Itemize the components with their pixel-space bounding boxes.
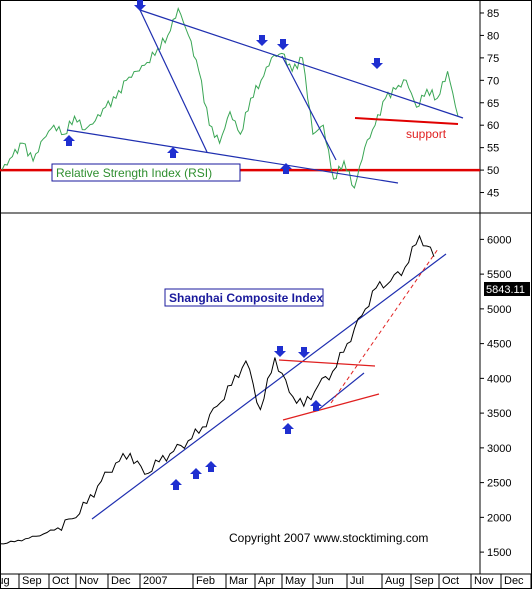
- arrow-down-icon: [371, 58, 383, 69]
- price-y-tick-label: 2500: [487, 478, 511, 490]
- last-value-box: [484, 282, 530, 296]
- arrow-down-icon: [277, 39, 289, 50]
- x-axis: Aug Sep Oct Nov Dec 2007 Feb Mar Apr May Jun Jul Aug…: [0, 574, 532, 589]
- rsi-lower-trendline: [66, 129, 399, 184]
- arrow-up-icon: [190, 468, 202, 479]
- price-y-tick-label: 6000: [487, 234, 511, 246]
- rsi-y-tick-label: 60: [487, 120, 499, 132]
- price-y-tick-label: 3500: [487, 408, 511, 420]
- rsi-y-tick-label: 55: [487, 143, 499, 155]
- x-tick-label: Jul: [350, 575, 364, 587]
- price-y-tick-label: 4500: [487, 339, 511, 351]
- arrow-up-icon: [280, 163, 292, 174]
- x-tick-label: Aug: [0, 575, 10, 587]
- last-value-label: 5843.11: [486, 284, 525, 296]
- arrow-down-icon: [298, 347, 310, 358]
- x-tick-label: Mar: [229, 575, 248, 587]
- x-tick-label: Oct: [52, 575, 69, 587]
- rsi-y-tick-label: 65: [487, 98, 499, 110]
- rsi-y-tick-label: 70: [487, 75, 499, 87]
- rsi-title-box: [51, 163, 241, 182]
- price-y-axis: 6000 5500 5000 4500 4000 3500 3000 2500 2000 1500: [480, 234, 511, 559]
- price-red-lower-line: [282, 393, 380, 421]
- x-tick-label: Nov: [79, 575, 99, 587]
- price-red-upper-line: [278, 359, 376, 367]
- arrow-down-icon: [256, 35, 268, 46]
- arrow-up-icon: [205, 461, 217, 472]
- price-red-dashed-line: [330, 248, 439, 404]
- price-long-trendline: [91, 253, 447, 520]
- arrow-up-icon: [282, 423, 294, 434]
- arrow-up-icon: [63, 135, 75, 146]
- x-tick-label: Feb: [196, 575, 215, 587]
- x-tick-label: Jun: [316, 575, 334, 587]
- copyright-text: Copyright 2007 www.stocktiming.com: [229, 531, 428, 545]
- rsi-drop-trendline-2: [281, 55, 337, 161]
- price-y-tick-label: 5500: [487, 269, 511, 281]
- price-y-tick-label: 5000: [487, 304, 511, 316]
- x-tick-label: Sep: [414, 575, 434, 587]
- arrow-up-icon: [310, 400, 322, 411]
- x-tick-label: 2007: [143, 575, 167, 587]
- rsi-y-tick-label: 75: [487, 53, 499, 65]
- arrow-up-icon: [170, 479, 182, 490]
- price-y-tick-label: 1500: [487, 547, 511, 559]
- x-tick-label: Nov: [474, 575, 494, 587]
- x-tick-label: Dec: [504, 575, 524, 587]
- price-y-tick-label: 3000: [487, 443, 511, 455]
- x-tick-label: Aug: [385, 575, 405, 587]
- rsi-y-tick-label: 50: [487, 165, 499, 177]
- price-series-line: [0, 234, 435, 545]
- arrow-down-icon: [134, 0, 146, 11]
- x-tick-label: Sep: [22, 575, 42, 587]
- price-y-tick-label: 4000: [487, 373, 511, 385]
- rsi-y-tick-label: 80: [487, 30, 499, 42]
- rsi-series-line: [1, 7, 459, 190]
- arrow-down-icon: [274, 346, 286, 357]
- price-title-box: [164, 288, 324, 307]
- rsi-title: Relative Strength Index (RSI): [56, 166, 212, 180]
- x-tick-label: May: [285, 575, 306, 587]
- rsi-upper-trendline: [139, 9, 464, 119]
- x-tick-label: Dec: [111, 575, 131, 587]
- price-title: Shanghai Composite Index: [169, 291, 323, 305]
- x-tick-label: Oct: [442, 575, 459, 587]
- rsi-y-axis: 85 80 75 70 65 60 55 50 45: [480, 8, 499, 200]
- rsi-y-tick-label: 45: [487, 188, 499, 200]
- price-y-tick-label: 2000: [487, 512, 511, 524]
- arrow-up-icon: [167, 147, 179, 158]
- price-short-trendline: [317, 372, 365, 411]
- rsi-drop-trendline-1: [139, 9, 208, 153]
- support-label: support: [406, 127, 447, 141]
- x-tick-label: Apr: [258, 575, 275, 587]
- rsi-y-tick-label: 85: [487, 8, 499, 20]
- rsi-support-line: [354, 117, 459, 125]
